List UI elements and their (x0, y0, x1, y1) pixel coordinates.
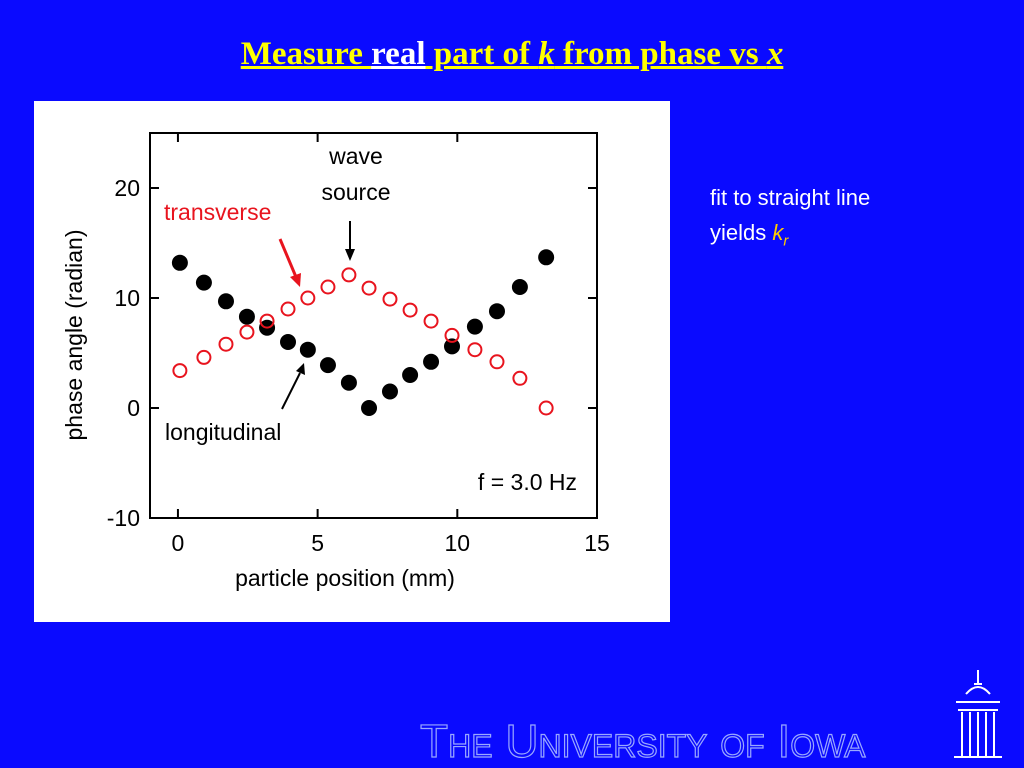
arrow (281, 372, 301, 410)
data-point (444, 338, 461, 355)
title-part: k (538, 36, 555, 72)
annotation: wave (328, 143, 383, 169)
x-tick-label: 0 (172, 530, 185, 556)
y-tick-label: 20 (114, 175, 140, 201)
y-axis-label: phase angle (radian) (61, 230, 87, 441)
data-point (299, 341, 316, 358)
data-point (361, 280, 377, 296)
note: fit to straight line yields kr (710, 180, 870, 258)
title-part: x (766, 36, 784, 72)
arrow-head (290, 273, 301, 287)
note-line: fit to straight line (710, 185, 871, 210)
y-tick-label: 10 (114, 285, 140, 311)
arrow-head (296, 363, 305, 375)
data-point (538, 249, 555, 266)
y-tick-label: 0 (127, 395, 140, 421)
data-point (259, 313, 275, 329)
data-point (361, 400, 378, 416)
data-point (195, 274, 212, 291)
data-point (280, 334, 297, 350)
title-part: Measure (240, 36, 372, 72)
plot-frame (149, 132, 598, 519)
data-point (512, 370, 528, 386)
data-point (340, 374, 357, 391)
x-tick-label: 10 (445, 530, 471, 556)
data-point (341, 267, 357, 283)
x-axis-label: particle position (mm) (235, 565, 455, 591)
data-point (423, 353, 440, 370)
data-point (538, 400, 554, 416)
x-tick-label: 15 (584, 530, 610, 556)
data-point (467, 342, 483, 358)
note-symbol: k (772, 220, 784, 245)
annotation: transverse (164, 199, 271, 225)
data-point (196, 349, 212, 365)
data-point (172, 363, 188, 379)
arrow-head (345, 249, 355, 261)
note-line: yields kr (710, 215, 870, 258)
chart-background (34, 101, 670, 622)
chart: particle position (mm) phase angle (radi… (34, 101, 670, 622)
data-point (218, 336, 234, 352)
footer-logo-text: The University of Iowa (420, 715, 866, 767)
data-point (238, 308, 255, 325)
data-point (402, 302, 418, 318)
x-tick-label: 5 (311, 530, 324, 556)
data-point (239, 324, 255, 340)
y-tick-label: -10 (107, 505, 140, 531)
logo-building (954, 670, 1002, 758)
data-point (444, 327, 460, 343)
data-point (381, 383, 398, 400)
annotation: longitudinal (165, 419, 281, 445)
data-point (217, 293, 234, 310)
data-point (280, 301, 296, 317)
data-point (402, 367, 419, 383)
data-point (488, 303, 505, 320)
title-part: real (371, 36, 426, 72)
note-text: yields (710, 220, 773, 245)
arrow (278, 238, 298, 278)
data-point (171, 254, 188, 271)
data-point (319, 357, 336, 374)
data-point (466, 318, 483, 335)
title-part: from phase vs (554, 36, 767, 72)
data-point (382, 291, 398, 307)
annotation: source (321, 179, 390, 205)
note-subscript: r (783, 232, 789, 250)
data-point (423, 313, 439, 329)
annotation: f = 3.0 Hz (478, 469, 577, 495)
data-point (300, 290, 316, 306)
data-point (489, 354, 505, 370)
slide-title: Measure real part of k from phase vs x (0, 36, 1024, 73)
title-part: part of (425, 36, 539, 72)
data-point (511, 279, 528, 295)
data-point (320, 279, 336, 295)
